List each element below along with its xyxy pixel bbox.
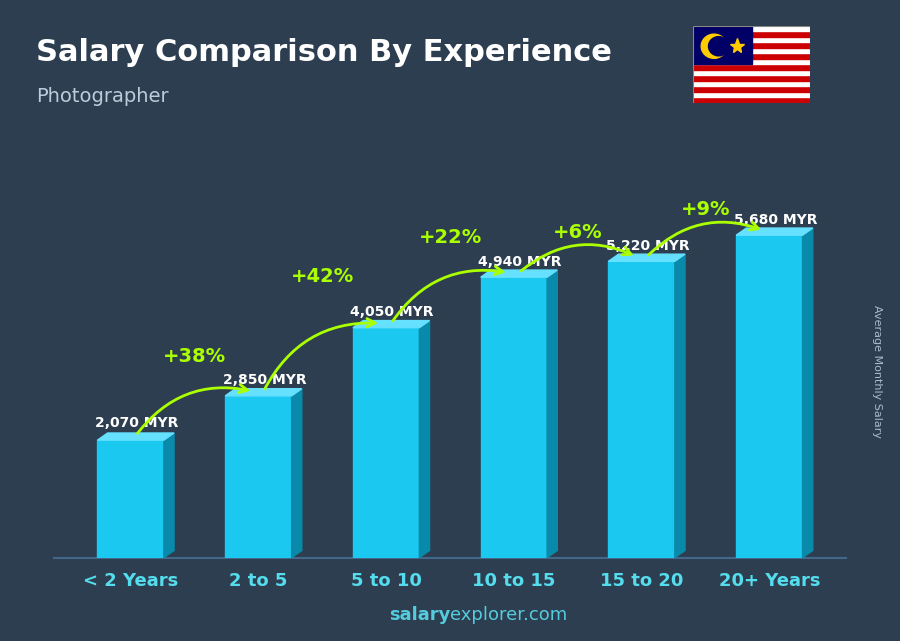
Bar (693, 42, 810, 47)
Bar (353, 328, 419, 558)
Text: 4,050 MYR: 4,050 MYR (350, 305, 434, 319)
Polygon shape (608, 254, 685, 262)
Bar (736, 235, 803, 558)
Text: +38%: +38% (163, 347, 226, 365)
Bar (693, 31, 810, 37)
Polygon shape (225, 388, 302, 396)
Bar (97, 440, 164, 558)
Bar (693, 92, 810, 97)
Polygon shape (164, 433, 174, 558)
Bar (693, 97, 810, 103)
Text: +42%: +42% (291, 267, 354, 286)
Circle shape (708, 37, 729, 56)
Bar (225, 396, 292, 558)
Polygon shape (97, 433, 174, 440)
Text: Salary Comparison By Experience: Salary Comparison By Experience (36, 38, 612, 67)
Bar (693, 37, 810, 42)
Bar (693, 75, 810, 81)
Text: 5,220 MYR: 5,220 MYR (606, 239, 689, 253)
Bar (693, 86, 810, 92)
Polygon shape (675, 254, 685, 558)
Polygon shape (292, 388, 302, 558)
Bar (693, 53, 810, 58)
Text: +6%: +6% (553, 224, 603, 242)
Polygon shape (353, 320, 429, 328)
Polygon shape (803, 228, 813, 558)
Bar (481, 277, 547, 558)
Text: explorer.com: explorer.com (450, 606, 567, 624)
Bar (693, 26, 810, 31)
Bar (608, 262, 675, 558)
Polygon shape (481, 270, 557, 277)
Bar (693, 64, 810, 70)
Circle shape (701, 34, 727, 58)
Bar (693, 81, 810, 86)
Text: 2,850 MYR: 2,850 MYR (222, 373, 306, 387)
Text: +9%: +9% (680, 200, 730, 219)
Bar (693, 47, 810, 53)
Bar (693, 58, 810, 64)
Polygon shape (736, 228, 813, 235)
Bar (693, 26, 752, 64)
Text: salary: salary (389, 606, 450, 624)
Text: Average Monthly Salary: Average Monthly Salary (872, 305, 883, 438)
Text: 2,070 MYR: 2,070 MYR (94, 416, 178, 430)
Text: 5,680 MYR: 5,680 MYR (734, 213, 817, 227)
Text: +22%: +22% (418, 228, 482, 247)
Bar (693, 70, 810, 75)
Polygon shape (547, 270, 557, 558)
Text: Photographer: Photographer (36, 87, 168, 106)
Polygon shape (419, 320, 429, 558)
Text: 4,940 MYR: 4,940 MYR (478, 254, 562, 269)
